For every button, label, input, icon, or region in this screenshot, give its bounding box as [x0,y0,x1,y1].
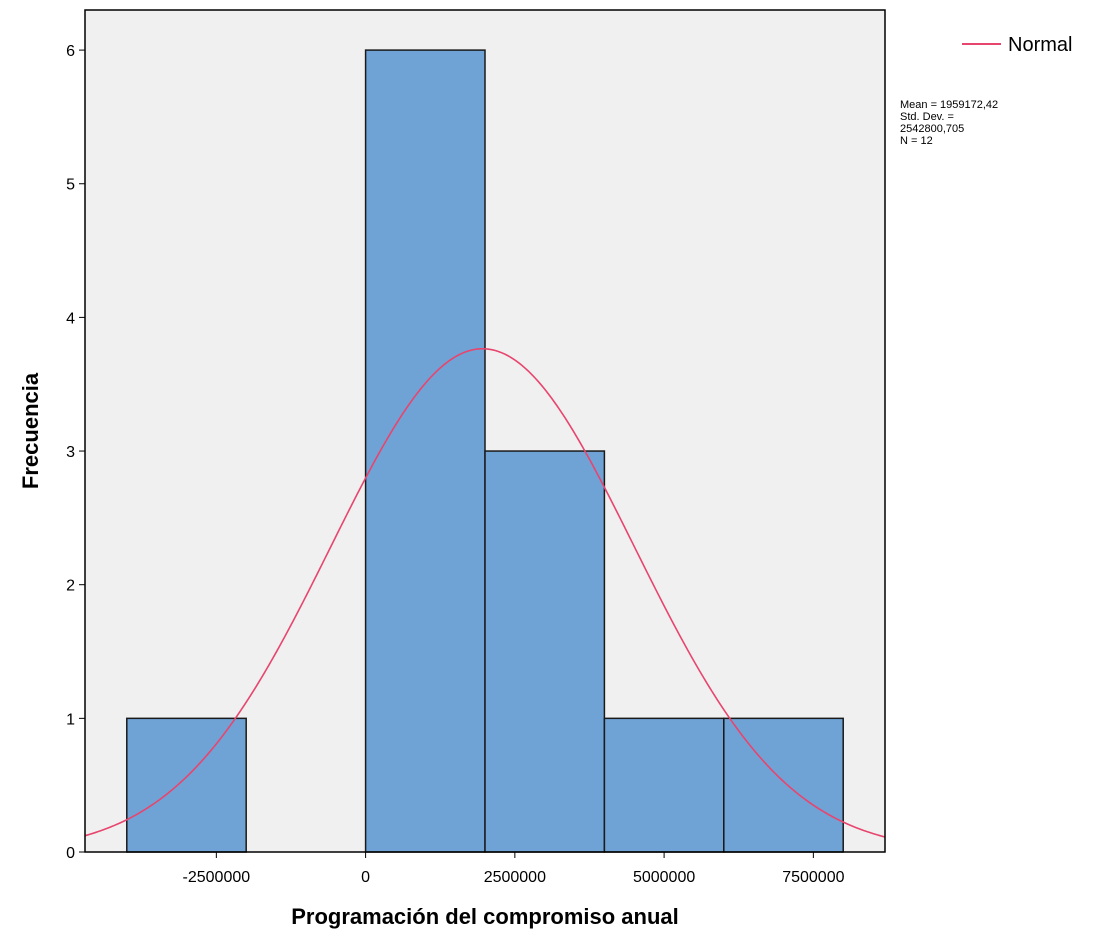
y-tick-label: 3 [66,444,75,461]
bar-bin-5 [723,717,844,853]
y-tick-label: 6 [66,43,75,60]
x-tick-label: 5000000 [633,869,695,886]
bar-bin-4 [603,717,725,853]
y-tick-label: 4 [66,310,75,327]
plot-frame [84,9,886,853]
stats-box: Mean = 1959172,42 Std. Dev. = 2542800,70… [900,99,998,147]
y-tick-label: 2 [66,578,75,595]
y-tick-label: 5 [66,177,75,194]
legend: Normal [962,34,1072,56]
stats-std-label: Std. Dev. = [900,111,954,123]
y-tick-label: 1 [66,711,75,728]
stats-mean: Mean = 1959172,42 [900,99,998,111]
stats-n: N = 12 [900,135,933,147]
y-tick-label: 0 [66,845,75,862]
x-axis-title: Programación del compromiso anual [291,904,679,929]
y-axis-title: Frecuencia [18,372,43,489]
bars-group [126,49,844,853]
legend-normal-label: Normal [1008,34,1072,56]
bar-bin-0 [126,717,247,853]
x-tick-label: 7500000 [782,869,844,886]
stats-std-value: 2542800,705 [900,123,964,135]
x-tick-label: 0 [361,869,370,886]
x-tick-label: -2500000 [183,869,251,886]
normal-curve-line [84,347,886,838]
bar-bin-2 [364,49,486,853]
bar-bin-3 [484,450,606,853]
y-axis: 0 1 2 3 4 5 6 [66,43,85,862]
x-tick-label: 2500000 [484,869,546,886]
x-axis: -2500000 0 2500000 5000000 7500000 [183,852,845,886]
